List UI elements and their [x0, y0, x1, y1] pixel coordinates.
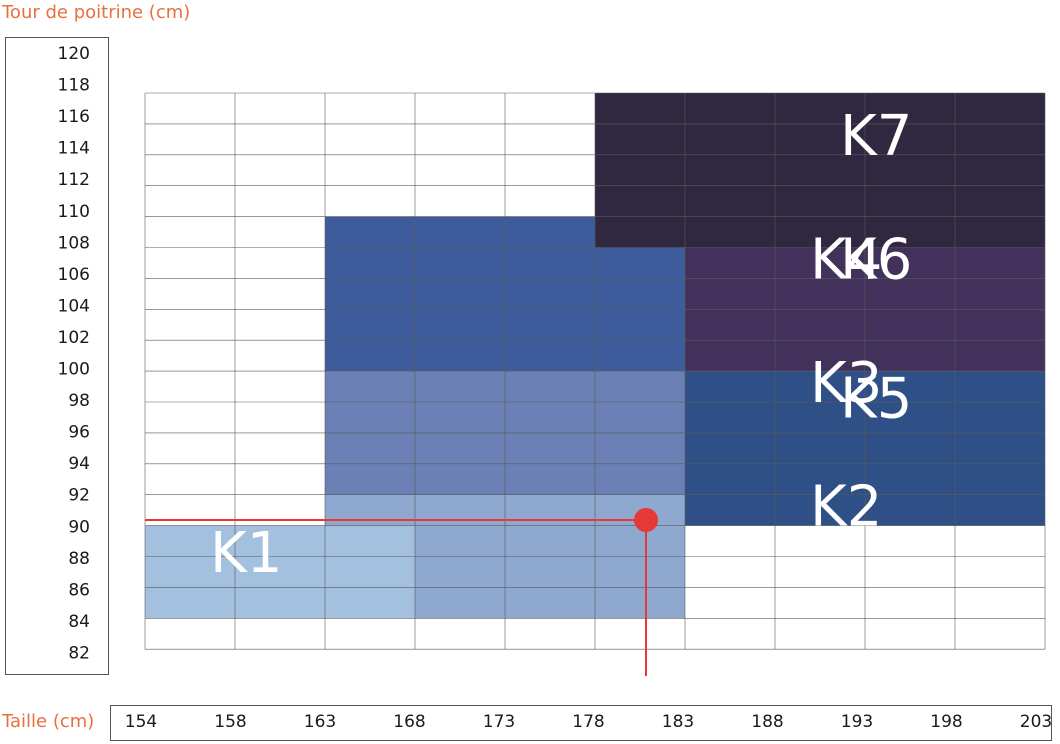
y-tick-label: 112	[58, 170, 90, 190]
x-tick-label: 168	[393, 712, 425, 732]
y-tick-label: 102	[58, 328, 90, 348]
y-tick-label: 90	[68, 517, 90, 537]
y-tick-box	[5, 37, 109, 675]
x-tick-label: 163	[304, 712, 336, 732]
x-tick-label: 188	[751, 712, 783, 732]
y-tick-label: 94	[68, 454, 90, 474]
zone-k7-label: K7	[840, 104, 912, 169]
y-axis-title: Tour de poitrine (cm)	[1, 2, 190, 23]
x-tick-label: 193	[841, 712, 873, 732]
y-tick-label: 100	[58, 360, 90, 380]
y-tick-label: 116	[58, 107, 90, 127]
y-tick-label: 92	[68, 486, 90, 506]
x-tick-label: 178	[572, 712, 604, 732]
x-axis-title: Taille (cm)	[1, 711, 94, 732]
y-tick-label: 82	[68, 643, 90, 663]
zone-k6-label: K6	[840, 227, 912, 292]
y-tick-label: 96	[68, 423, 90, 443]
x-tick-label: 158	[214, 712, 246, 732]
y-tick-label: 120	[58, 44, 90, 64]
y-tick-label: 108	[58, 233, 90, 253]
zone-k7-area	[595, 93, 1045, 248]
y-tick-label: 118	[58, 76, 90, 96]
y-tick-label: 86	[68, 580, 90, 600]
zone-k3-label: K3	[810, 351, 882, 416]
y-tick-label: 104	[58, 296, 90, 316]
x-tick-label: 173	[483, 712, 515, 732]
x-tick-label: 183	[662, 712, 694, 732]
zone-k1-label: K1	[210, 521, 282, 586]
zone-k1-area	[145, 525, 415, 619]
x-tick-label: 154	[125, 712, 157, 732]
y-tick-label: 114	[58, 139, 90, 159]
zone-k5-label: K5	[840, 366, 912, 431]
marker-point	[634, 508, 658, 532]
x-tick-label: 203	[1020, 712, 1052, 732]
y-tick-label: 84	[68, 612, 90, 632]
zone-k4-label: K4	[810, 227, 882, 292]
y-tick-label: 98	[68, 391, 90, 411]
zone-k2-label: K2	[810, 475, 882, 540]
y-tick-label: 110	[58, 202, 90, 222]
x-tick-label: 198	[930, 712, 962, 732]
y-tick-label: 88	[68, 549, 90, 569]
x-tick-box	[110, 705, 1052, 741]
y-tick-label: 106	[58, 265, 90, 285]
